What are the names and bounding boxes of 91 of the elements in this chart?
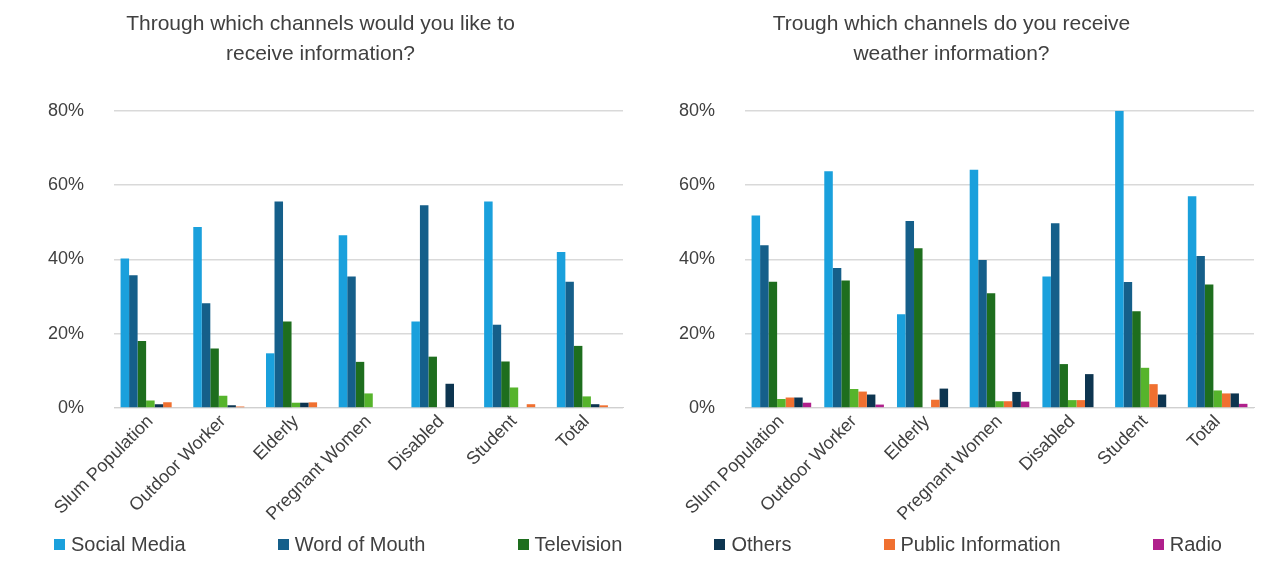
bar — [1050, 223, 1060, 408]
bar — [1149, 384, 1158, 408]
bar — [201, 303, 211, 408]
bar — [914, 248, 923, 408]
bar — [445, 383, 454, 408]
legend-label: Word of Mouth — [294, 532, 426, 556]
bar — [760, 245, 769, 408]
y-tick-label: 40% — [679, 248, 716, 269]
y-tick-label: 60% — [48, 174, 85, 195]
legend-label: Radio — [1169, 532, 1222, 556]
bar — [492, 324, 502, 408]
bar — [364, 393, 373, 408]
bar — [1085, 374, 1094, 408]
bar — [163, 402, 172, 408]
bar — [590, 404, 600, 408]
bar — [582, 396, 591, 408]
bar — [986, 293, 996, 408]
legend-label: Television — [534, 532, 623, 556]
bar — [995, 401, 1004, 408]
bar — [526, 404, 536, 408]
bar — [1157, 394, 1167, 408]
chart-title: Through which channels would you like to receive information? — [125, 10, 516, 66]
bar — [129, 275, 138, 408]
y-tick-label: 80% — [48, 99, 85, 120]
bar — [1003, 401, 1013, 408]
bar — [210, 348, 219, 408]
bar — [841, 280, 850, 408]
bar — [1067, 400, 1077, 408]
bar — [1076, 400, 1085, 408]
bar — [1115, 110, 1124, 408]
bar — [146, 400, 155, 408]
bar — [265, 353, 275, 408]
bar — [969, 169, 979, 408]
chart-title: Trough which channels do you receive weather information? — [771, 10, 1132, 66]
bar — [1132, 311, 1141, 408]
bar — [274, 201, 284, 408]
bar — [751, 215, 761, 408]
bar — [1196, 256, 1205, 408]
bar — [419, 205, 429, 408]
bar — [300, 402, 309, 408]
y-tick-label: 40% — [48, 248, 85, 269]
y-tick-label: 20% — [48, 322, 85, 343]
bar — [1204, 284, 1214, 408]
bar — [1059, 364, 1068, 408]
bar — [428, 356, 437, 408]
bar — [1123, 282, 1133, 408]
bar — [484, 201, 493, 408]
bar — [120, 258, 130, 408]
bar — [1213, 390, 1222, 408]
bar — [931, 399, 940, 408]
y-tick-label: 80% — [679, 99, 716, 120]
bar — [832, 267, 842, 408]
legend-label: Social Media — [71, 532, 186, 556]
bar — [794, 397, 803, 408]
y-tick-label: 20% — [679, 322, 716, 343]
bar — [939, 388, 949, 408]
bar — [1221, 393, 1231, 408]
bar — [1012, 391, 1021, 408]
bar — [1230, 393, 1239, 408]
y-tick-label: 0% — [58, 396, 85, 417]
legend-label: Public Information — [900, 532, 1061, 556]
bar — [308, 402, 318, 408]
bar — [905, 221, 915, 408]
bar — [866, 394, 876, 408]
bar — [218, 395, 228, 408]
bar — [1042, 276, 1051, 408]
bar — [193, 227, 202, 408]
bar — [896, 314, 906, 408]
bar — [556, 251, 566, 408]
bar — [824, 171, 833, 408]
bar — [858, 391, 867, 408]
bar — [154, 404, 164, 408]
bar — [1187, 196, 1197, 408]
y-tick-label: 60% — [679, 174, 716, 195]
bar — [411, 321, 420, 408]
bar — [501, 361, 510, 408]
bar — [978, 260, 987, 408]
bar — [1140, 367, 1150, 408]
bar — [137, 341, 147, 408]
bar — [573, 345, 583, 408]
bar — [338, 235, 348, 408]
legend-label: Others — [731, 532, 792, 556]
bar — [355, 361, 365, 408]
bar — [777, 399, 786, 408]
bar — [347, 276, 356, 408]
bar — [768, 281, 778, 408]
y-tick-label: 0% — [689, 396, 716, 417]
bar — [565, 281, 574, 408]
bar — [509, 387, 519, 408]
bar — [283, 321, 292, 408]
bar — [849, 388, 859, 408]
